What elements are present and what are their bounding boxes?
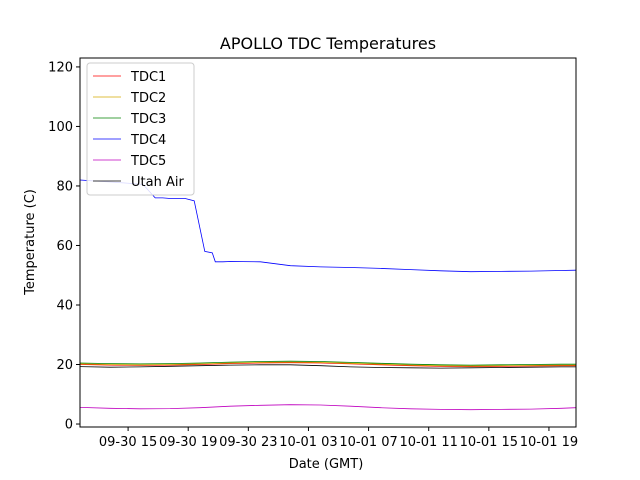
y-tick-label: 120 bbox=[48, 60, 73, 75]
y-tick-label: 60 bbox=[56, 239, 73, 254]
legend-label: TDC2 bbox=[130, 91, 166, 106]
series-line-tdc4 bbox=[80, 179, 576, 273]
series-line-utah-air bbox=[80, 364, 576, 369]
x-tick-label: 10-01 07 bbox=[339, 435, 397, 450]
series-line-tdc2 bbox=[80, 361, 576, 367]
chart-title: APOLLO TDC Temperatures bbox=[220, 34, 436, 53]
x-tick-label: 09-30 19 bbox=[159, 435, 217, 450]
y-axis-label: Temperature (C) bbox=[23, 189, 38, 296]
series-line-tdc5 bbox=[80, 404, 576, 411]
axes-frame bbox=[79, 57, 577, 428]
x-tick-label: 10-01 19 bbox=[520, 435, 578, 450]
x-tick-label: 10-01 11 bbox=[399, 435, 457, 450]
legend-label: TDC4 bbox=[130, 133, 166, 148]
legend-label: TDC3 bbox=[130, 112, 166, 127]
y-tick-label: 20 bbox=[56, 358, 73, 373]
y-tick-label: 100 bbox=[48, 120, 73, 135]
x-tick-label: 09-30 23 bbox=[219, 435, 277, 450]
legend-label: Utah Air bbox=[131, 175, 184, 190]
series-line-tdc1 bbox=[80, 362, 576, 368]
legend: TDC1 TDC2 TDC3 TDC4 TDC5 Utah Air bbox=[86, 62, 195, 196]
series-line-tdc3 bbox=[80, 360, 576, 366]
x-tick-label: 10-01 03 bbox=[279, 435, 337, 450]
legend-box bbox=[86, 62, 195, 196]
x-axis-label: Date (GMT) bbox=[289, 457, 364, 472]
legend-label: TDC5 bbox=[130, 154, 166, 169]
y-tick-label: 40 bbox=[56, 298, 73, 313]
x-tick-label: 09-30 15 bbox=[99, 435, 157, 450]
legend-label: TDC1 bbox=[130, 70, 166, 85]
x-tick-label: 10-01 15 bbox=[460, 435, 518, 450]
y-tick-label: 0 bbox=[65, 418, 73, 433]
y-tick-label: 80 bbox=[56, 179, 73, 194]
